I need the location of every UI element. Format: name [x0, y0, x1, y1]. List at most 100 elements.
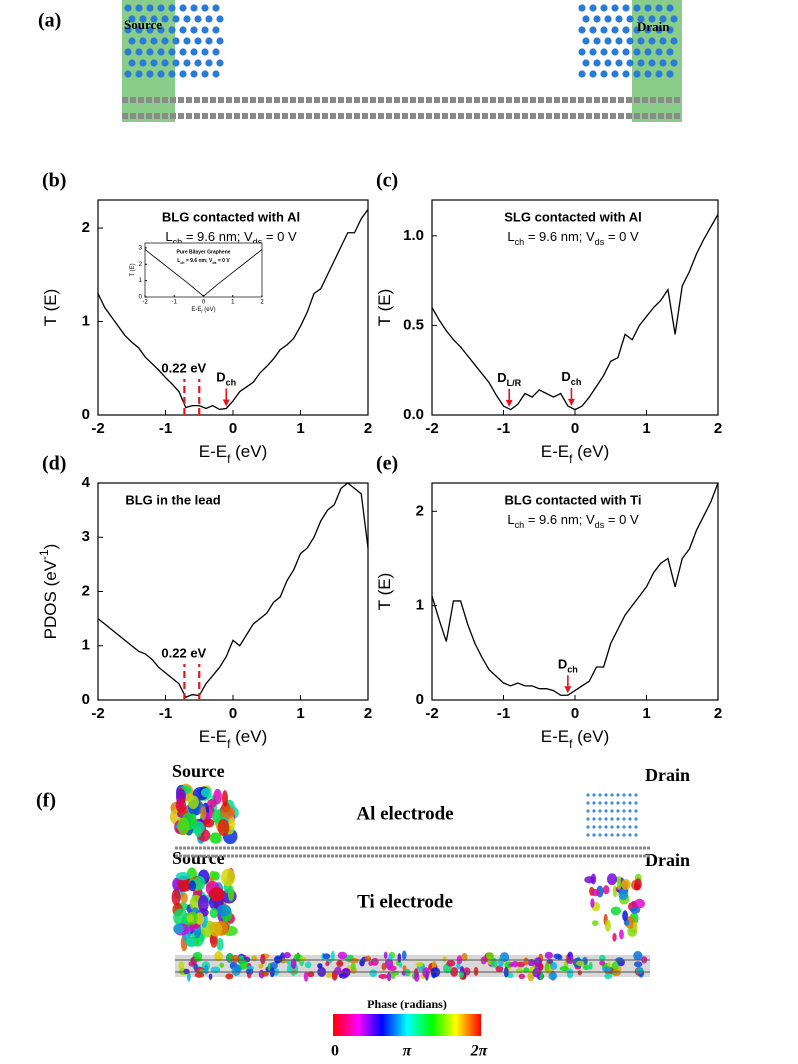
atom: [600, 4, 608, 12]
atom: [648, 15, 656, 23]
atom: [600, 48, 608, 56]
orbital: [461, 952, 468, 962]
atom: [611, 48, 619, 56]
atom: [637, 59, 645, 67]
orbital: [523, 957, 529, 966]
subscript: f: [201, 309, 203, 314]
atom: [161, 59, 169, 67]
orbital: [516, 961, 526, 968]
atom: [135, 48, 143, 56]
y-tick-label: 0.5: [403, 316, 424, 333]
atom: [216, 59, 224, 67]
atom: [611, 4, 619, 12]
x-tick-label: 2: [364, 420, 372, 437]
x-axis-label: E-Ef (eV): [199, 442, 268, 466]
atom: [578, 70, 586, 78]
y-tick-label: 0.0: [403, 406, 424, 423]
atom: [589, 4, 597, 12]
atom: [593, 15, 601, 23]
orbital: [616, 878, 622, 891]
atom: [592, 817, 596, 821]
orbital: [612, 932, 617, 942]
atom: [190, 26, 198, 34]
orbital: [339, 973, 348, 979]
atom: [633, 48, 641, 56]
orbital: [633, 961, 643, 968]
orbital: [211, 809, 224, 824]
atom: [157, 48, 165, 56]
atom: [600, 26, 608, 34]
orbital: [591, 920, 599, 926]
atom: [604, 809, 608, 813]
y-tick-label: 3: [82, 528, 90, 545]
text-part: T (E): [375, 573, 394, 610]
orbital: [387, 965, 397, 971]
text-part: ): [41, 544, 60, 550]
atom: [586, 833, 590, 837]
orbital: [632, 921, 638, 931]
colorbar-tick: π: [403, 1043, 413, 1060]
panel-f: (f) Source Drain Al electrode Source Dra…: [36, 761, 690, 1060]
orbital: [498, 957, 504, 968]
orbital: [173, 908, 188, 926]
data-line: [97, 208, 369, 411]
atom: [179, 26, 187, 34]
x-tick-label: -2: [425, 705, 438, 722]
x-tick-label: 0: [229, 420, 237, 437]
atom: [615, 37, 623, 45]
orbital: [619, 929, 624, 940]
orbital: [177, 817, 190, 836]
atom: [190, 70, 198, 78]
atom: [592, 809, 596, 813]
orbital: [274, 955, 283, 964]
orbital: [577, 970, 582, 976]
x-axis-label: E-Ef (eV): [191, 307, 215, 314]
atom: [628, 833, 632, 837]
atom: [604, 801, 608, 805]
atom: [146, 70, 154, 78]
orbital: [381, 962, 387, 971]
gap-label: 0.22 eV: [161, 360, 206, 375]
atom: [598, 793, 602, 797]
chart: -2 -1 0 1 2 0.0 0.5 1.0 E-Ef (eV) T (E) (c) SLG con…: [375, 170, 722, 467]
orbital: [322, 953, 331, 960]
arrow-label: Dch: [216, 370, 236, 388]
atom: [626, 15, 634, 23]
atom: [586, 817, 590, 821]
orbital: [216, 938, 224, 951]
atom: [582, 15, 590, 23]
text-part: (eV): [230, 442, 267, 461]
orbital: [173, 923, 185, 934]
subscript: ds: [253, 237, 263, 247]
atom: [628, 793, 632, 797]
atom: [670, 37, 678, 45]
atom: [626, 59, 634, 67]
text-part: = 0 V: [604, 229, 639, 244]
x-tick-label: 0: [571, 705, 579, 722]
y-tick-label: 0: [82, 406, 90, 423]
x-tick-label: -1: [497, 705, 510, 722]
orbital: [369, 969, 378, 978]
atom: [634, 817, 638, 821]
atom: [604, 15, 612, 23]
atom: [172, 59, 180, 67]
x-tick-label: 2: [364, 705, 372, 722]
atom: [168, 70, 176, 78]
atom: [168, 48, 176, 56]
orbital: [391, 971, 396, 980]
x-tick-label: -1: [497, 420, 510, 437]
subscript: f: [569, 452, 573, 466]
orbital: [198, 894, 209, 913]
atom: [139, 37, 147, 45]
orbital: [544, 962, 550, 972]
orbital: [388, 953, 393, 960]
atom: [622, 817, 626, 821]
atom: [589, 48, 597, 56]
arrow-head: [222, 399, 230, 407]
atom: [626, 37, 634, 45]
drain-label: Drain: [645, 765, 690, 785]
atom: [146, 48, 154, 56]
arrow-label: Dch: [558, 657, 578, 675]
orbital: [337, 951, 348, 960]
orbital: [386, 972, 392, 982]
